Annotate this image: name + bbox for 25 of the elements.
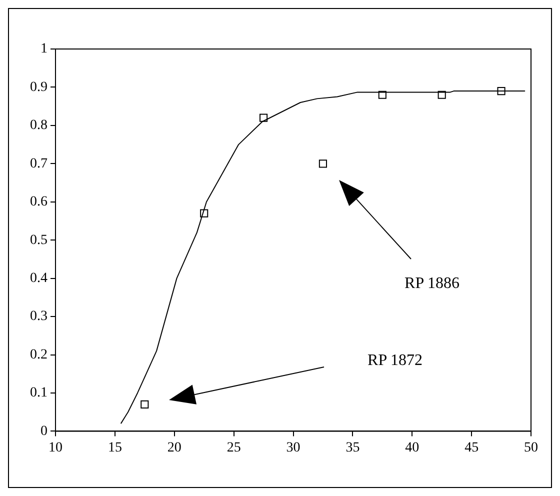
y-tick-label: 0.1 bbox=[30, 386, 48, 401]
x-tick-label: 15 bbox=[108, 440, 122, 456]
y-tick-label: 0.9 bbox=[30, 80, 48, 95]
x-tick-label: 30 bbox=[286, 440, 300, 456]
y-tick-label: 0 bbox=[40, 424, 48, 439]
x-tick-label: 10 bbox=[48, 440, 62, 456]
point bbox=[259, 114, 268, 122]
y-tick-label: 0.3 bbox=[30, 309, 48, 324]
x-tick-label: 35 bbox=[346, 440, 360, 456]
y-tick-label: 0.2 bbox=[30, 347, 48, 362]
y-tick-label: 1 bbox=[40, 42, 48, 57]
x-tick-label: 25 bbox=[226, 440, 241, 456]
y-tick-label: 0.6 bbox=[30, 194, 48, 210]
x-tick-label: 40 bbox=[405, 440, 420, 456]
y-tick-label: 0.8 bbox=[30, 118, 48, 134]
point bbox=[140, 400, 149, 408]
x-tick-label: 45 bbox=[464, 440, 479, 456]
y-tick-label: 0.7 bbox=[30, 156, 48, 172]
y-tick-label: 0.4 bbox=[30, 270, 48, 286]
annotation: RP 1886 bbox=[404, 275, 460, 292]
x-tick-label: 50 bbox=[524, 440, 538, 456]
point bbox=[318, 160, 328, 168]
annotation: RP 1872 bbox=[368, 352, 422, 370]
x-tick-label: 20 bbox=[167, 440, 182, 456]
y-tick-label: 0.5 bbox=[30, 232, 48, 248]
